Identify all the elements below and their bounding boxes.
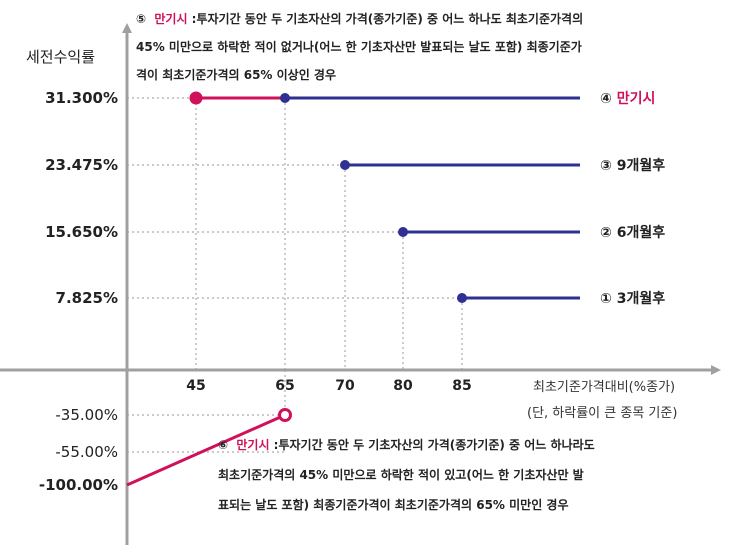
series-start-point [280,93,290,103]
top-note-line-3: 격이 최초기준가격의 65% 이상인 경우 [136,67,336,82]
top-note-text-1: :투자기간 동안 두 기초자산의 가격(종가기준) 중 어느 하나도 최초기준가… [192,11,583,26]
series-label: ④ 만기시 [600,91,655,107]
x-tick-label: 45 [186,378,205,394]
maturity-gain-start-point [189,91,203,105]
series-start-point [457,293,467,303]
top-note-number: ⑤ [136,12,146,26]
loss-segment [126,413,286,487]
top-note-title: 만기시 [154,11,187,26]
bottom-note-line-1: ⑥ 만기시 :투자기간 동안 두 기초자산의 가격(종가기준) 중 어느 하나라… [218,437,595,452]
x-tick-label: 65 [275,378,294,394]
y-axis-title: 세전수익률 [26,48,95,66]
loss-end-open-point [278,408,292,422]
y-tick-label: -35.00% [55,406,118,424]
series-label: ① 3개월후 [600,290,665,307]
y-tick-label: -55.00% [55,443,118,461]
bottom-note-line-3: 표되는 날도 포함) 최종기준가격이 최초기준가격의 65% 미만인 경우 [218,497,569,512]
y-tick-label: 31.300% [45,89,118,107]
series-label: ③ 9개월후 [600,157,665,174]
x-tick-label: 85 [452,378,471,394]
bottom-note-number: ⑥ [218,438,228,452]
bottom-note-text-1: :투자기간 동안 두 기초자산의 가격(종가기준) 중 어느 하나라도 [274,437,595,452]
top-note-line-1: ⑤ 만기시 :투자기간 동안 두 기초자산의 가격(종가기준) 중 어느 하나도… [136,11,583,26]
x-axis-subtitle: (단, 하락률이 큰 종목 기준) [527,406,677,421]
y-tick-label: 15.650% [45,223,118,241]
series-start-point [398,227,408,237]
x-axis-title: 최초기준가격대비(%종가) [533,380,675,395]
y-tick-label: -100.00% [39,476,118,494]
x-tick-label: 70 [335,378,355,394]
series-label-prefix: ④ [600,91,617,107]
top-note-line-2: 45% 미만으로 하락한 적이 없거나(어느 한 기초자산만 발표되는 날도 포… [136,39,582,54]
y-tick-label: 23.475% [45,156,118,174]
bottom-note-title: 만기시 [236,437,269,452]
series-start-point [340,160,350,170]
series-label-name: 만기시 [617,91,656,107]
y-tick-label: 7.825% [56,289,118,307]
series-label: ② 6개월후 [600,224,665,241]
x-tick-label: 80 [393,378,413,394]
bottom-note-line-2: 최초기준가격의 45% 미만으로 하락한 적이 있고(어느 한 기초자산만 발 [218,467,584,482]
